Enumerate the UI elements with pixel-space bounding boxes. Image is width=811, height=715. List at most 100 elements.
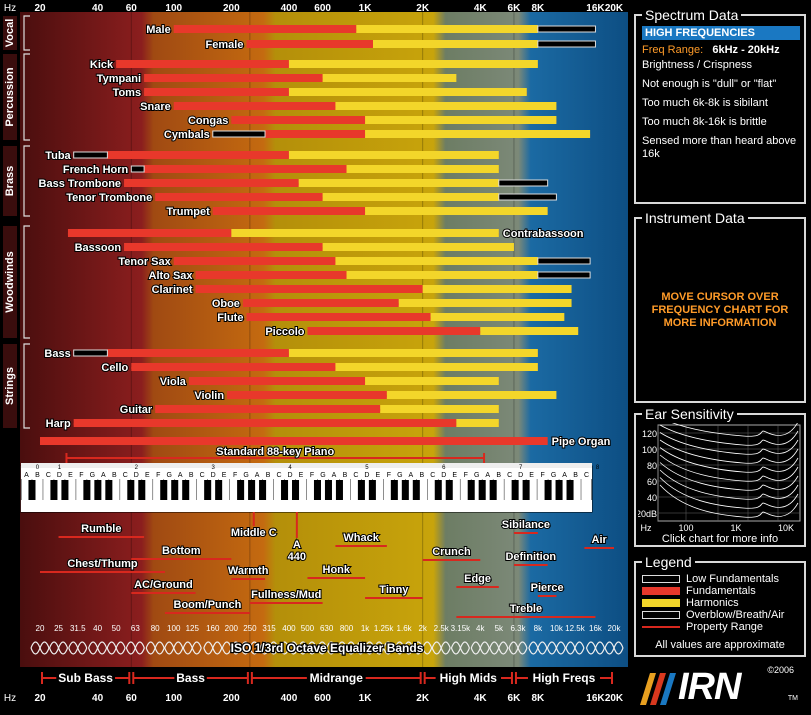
eq-band-label: 160 <box>206 624 220 633</box>
fundamentals-bar <box>231 116 366 124</box>
range-label: High Mids <box>440 671 498 685</box>
descriptor-label: Bottom <box>162 545 201 557</box>
instrument-label: Bassoon <box>75 242 122 254</box>
harmonics-bar <box>386 391 557 399</box>
range-label: Bass <box>176 671 205 685</box>
equal-loudness-curve <box>659 484 799 518</box>
eq-band-label: 315 <box>262 624 276 633</box>
legend-item: Harmonics <box>638 597 802 609</box>
ear-y-label: 20dB <box>638 509 657 519</box>
note-letter: F <box>156 472 160 479</box>
descriptor-range <box>456 586 499 588</box>
instrument-label: Alto Sax <box>149 270 194 282</box>
note-row-bg <box>21 466 592 479</box>
harmonics-bar <box>480 327 579 335</box>
eq-band-curve <box>508 641 528 655</box>
fundamentals-bar <box>131 363 336 371</box>
eq-band-label: 1.6k <box>397 624 413 633</box>
note-letter: C <box>584 472 589 479</box>
note-letter: A <box>485 472 490 479</box>
ear-caption[interactable]: Click chart for more info <box>661 533 779 545</box>
note-letter: B <box>35 472 40 479</box>
descriptor-range <box>131 592 196 594</box>
bottom-tick-label: 20 <box>34 693 46 704</box>
bottom-tick-label: 1K <box>359 693 373 704</box>
fundamentals-bar <box>124 243 323 251</box>
instrument-label: Toms <box>113 87 142 99</box>
descriptor-label: Warmth <box>228 565 269 577</box>
note-letter: E <box>68 472 73 479</box>
ear-sensitivity-chart[interactable]: 120 100 80 60 40 20dB Hz 100 1K 10K <box>638 423 802 535</box>
black-key <box>544 480 552 500</box>
note-letter: D <box>57 472 62 479</box>
freq-range-value: 6kHz - 20kHz <box>712 44 780 56</box>
fundamentals-bar <box>144 165 347 173</box>
descriptor-label: Edge <box>464 573 491 585</box>
overblow-bar <box>537 271 591 279</box>
ear-x-labels: Hz 100 1K 10K <box>641 523 795 533</box>
range-label-bg <box>174 670 207 685</box>
eq-band-curve <box>182 641 202 655</box>
octave-number: 0 <box>36 465 40 471</box>
legend-swatch <box>642 599 680 607</box>
eq-band-curve <box>546 641 566 655</box>
harmonics-bar <box>322 74 457 82</box>
spectrum-line: Not enough is "dull" or "flat" <box>642 78 777 90</box>
instrument-label: Oboe <box>212 298 240 310</box>
frequency-chart[interactable]: Hz 20 40 60 100 200 400 600 1K 2K 4K 6K 8K 16K 20K Hz 2… <box>0 0 630 715</box>
descriptor-label: Air <box>592 534 608 546</box>
note-letter: G <box>243 472 248 479</box>
top-tick-label: 600 <box>314 3 331 14</box>
eq-band-curve <box>604 641 624 655</box>
octave-number: 1 <box>58 465 62 471</box>
top-tick-label: Hz <box>4 3 16 14</box>
range-label-bg <box>306 670 366 685</box>
range-label-bg <box>527 670 600 685</box>
legend-swatch <box>642 611 680 619</box>
group-bracket <box>23 343 30 429</box>
fundamentals-bar <box>246 313 431 321</box>
note-letter: B <box>573 472 578 479</box>
fundamentals-bar <box>155 405 381 413</box>
eq-band-curve <box>297 641 318 655</box>
eq-band-curve <box>450 641 470 655</box>
harmonics-bar <box>346 165 499 173</box>
range-label-bg <box>56 670 116 685</box>
overblow-bar <box>537 257 591 265</box>
note-letter: A <box>255 472 260 479</box>
legend-item: Property Range <box>638 621 802 633</box>
overblow-bar <box>498 179 549 187</box>
instrument-label: Bass Trombone <box>39 178 122 190</box>
eq-band-curve <box>355 641 375 655</box>
top-tick-label: 400 <box>281 3 298 14</box>
note-letter: F <box>79 472 83 479</box>
legend-item: Low Fundamentals <box>638 573 802 585</box>
brand-logo: ©2006 IRN TM <box>640 665 800 709</box>
eq-band-curve <box>145 641 165 655</box>
ear-sensitivity-panel[interactable]: Ear Sensitivity 120 100 80 60 40 20dB Hz 100 1K… <box>634 406 806 547</box>
note-letter: E <box>299 472 304 479</box>
black-key <box>522 480 530 500</box>
octave-number: 5 <box>365 465 369 471</box>
legend-item: Fundamentals <box>638 585 802 597</box>
black-key <box>357 480 365 500</box>
note-letter: G <box>90 472 95 479</box>
bottom-tick-label: 60 <box>126 693 138 704</box>
instrument-label: Cello <box>101 362 128 374</box>
key-bottom <box>21 500 592 512</box>
note-letter: B <box>189 472 194 479</box>
top-tick-label: 16K <box>586 3 605 14</box>
harmonics-bar <box>365 377 499 385</box>
equal-loudness-curve <box>659 447 799 473</box>
note-letter: F <box>464 472 468 479</box>
descriptor-label: Chest/Thump <box>67 558 138 570</box>
eq-band-label: 1k <box>361 624 370 633</box>
octave-number: 8 <box>596 465 600 471</box>
eq-band-curve <box>203 641 223 655</box>
black-key <box>182 480 190 500</box>
eq-band-curve <box>30 641 50 655</box>
eq-band-curve <box>164 641 184 655</box>
note-letter: C <box>277 472 282 479</box>
descriptor-label: Crunch <box>432 546 471 558</box>
ear-y-labels: 120 100 80 60 40 20dB <box>638 429 657 519</box>
